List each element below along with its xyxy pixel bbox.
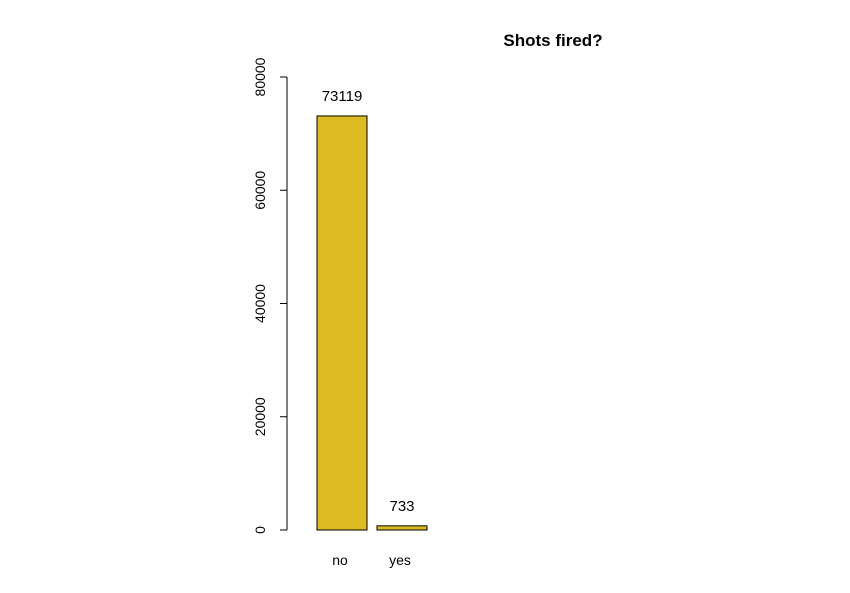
chart-title: Shots fired?: [503, 31, 602, 50]
bar-yes: [376, 525, 428, 531]
bar-no: [316, 115, 368, 531]
y-tick-label: 40000: [252, 284, 268, 323]
y-tick-label: 80000: [252, 57, 268, 96]
y-tick-label: 60000: [252, 171, 268, 210]
y-tick-label: 0: [252, 526, 268, 534]
data-labels-group: 73119 733: [322, 88, 415, 515]
bars-group: [316, 115, 428, 531]
data-label-no: 73119: [322, 88, 363, 105]
data-label-yes: 733: [389, 498, 414, 515]
y-tick-label: 20000: [252, 397, 268, 436]
x-tick-label-yes: yes: [389, 552, 411, 568]
y-axis: 0 20000 40000 60000 80000: [252, 57, 288, 534]
x-tick-labels-group: no yes: [332, 552, 411, 568]
x-tick-label-no: no: [332, 552, 348, 568]
